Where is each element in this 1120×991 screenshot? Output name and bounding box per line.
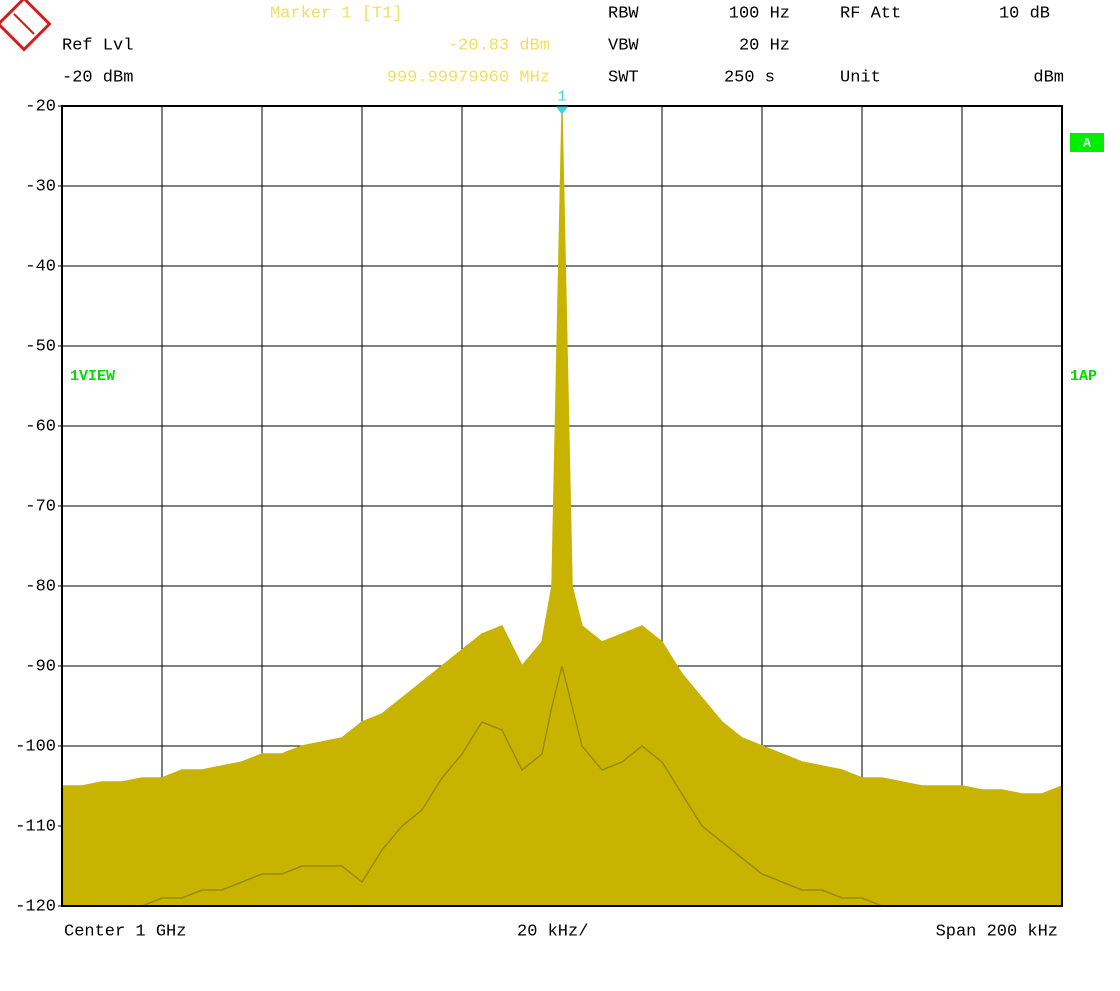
- marker-level: -20.83 dBm: [448, 36, 550, 55]
- unit-label: Unit: [840, 68, 881, 87]
- per-div-label: 20 kHz/: [517, 922, 588, 941]
- rbw-label: RBW: [608, 4, 639, 23]
- y-tick-label: -50: [25, 337, 56, 356]
- y-tick-label: -40: [25, 257, 56, 276]
- y-tick-label: -70: [25, 497, 56, 516]
- logo-stroke: [13, 13, 35, 35]
- y-tick-label: -30: [25, 177, 56, 196]
- rbw-value: 100 Hz: [729, 4, 790, 23]
- center-label: Center 1 GHz: [64, 922, 186, 941]
- plot-frame: [61, 105, 1063, 907]
- left-annotation: 1VIEW: [70, 368, 115, 385]
- y-tick-label: -100: [15, 737, 56, 756]
- right-annotation: 1AP: [1070, 368, 1097, 385]
- marker-triangle: [556, 106, 568, 115]
- swt-label: SWT: [608, 68, 639, 87]
- rf-att-label: RF Att: [840, 4, 901, 23]
- y-tick-label: -20: [25, 97, 56, 116]
- marker-freq: 999.99979960 MHz: [387, 68, 550, 87]
- y-tick-label: -60: [25, 417, 56, 436]
- y-tick-label: -110: [15, 817, 56, 836]
- y-tick-label: -80: [25, 577, 56, 596]
- trace-badge: A: [1083, 135, 1091, 150]
- y-tick-label: -90: [25, 657, 56, 676]
- unit-value: dBm: [1033, 68, 1064, 87]
- plot: -20 -30 -40 -50 -60 -70 -80 -90 -100 -110 -120 1: [15, 89, 1063, 916]
- ref-lvl-label: Ref Lvl: [62, 36, 133, 55]
- marker-label: 1: [557, 89, 566, 106]
- swt-value: 250 s: [724, 68, 775, 87]
- vbw-label: VBW: [608, 36, 639, 55]
- vbw-value: 20 Hz: [739, 36, 790, 55]
- logo: [0, 0, 52, 52]
- rf-att-value: 10 dB: [999, 4, 1050, 23]
- y-tick-label: -120: [15, 897, 56, 916]
- marker-title: Marker 1 [T1]: [270, 4, 403, 23]
- span-label: Span 200 kHz: [936, 922, 1058, 941]
- trace-badge-box: [1070, 133, 1104, 152]
- trace-area: [61, 112, 1063, 907]
- ref-lvl-value: -20 dBm: [62, 68, 133, 87]
